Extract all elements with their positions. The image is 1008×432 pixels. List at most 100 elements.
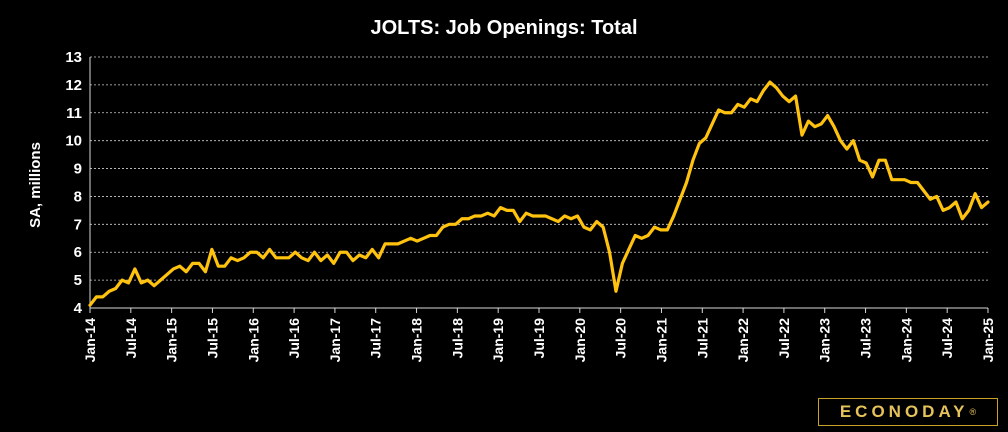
data-point bbox=[249, 251, 252, 254]
data-point bbox=[877, 158, 881, 162]
data-point bbox=[204, 270, 207, 273]
y-tick-label: 10 bbox=[65, 133, 82, 150]
data-point bbox=[229, 256, 233, 259]
data-point bbox=[281, 256, 284, 259]
x-tick-label: Jul-18 bbox=[449, 318, 465, 359]
data-point bbox=[364, 256, 368, 259]
data-point bbox=[659, 228, 663, 232]
data-point bbox=[448, 223, 451, 226]
data-point bbox=[839, 139, 842, 142]
data-point bbox=[146, 278, 149, 282]
data-point bbox=[165, 273, 169, 276]
x-tick-label: Jan-17 bbox=[327, 318, 343, 363]
data-point bbox=[807, 119, 810, 123]
data-point bbox=[704, 136, 707, 140]
data-point bbox=[916, 181, 919, 184]
x-tick-label: Jul-15 bbox=[204, 318, 220, 359]
data-point bbox=[871, 175, 874, 179]
x-tick-label: Jan-18 bbox=[409, 318, 425, 363]
data-point bbox=[120, 278, 124, 282]
data-point bbox=[403, 239, 406, 243]
data-point bbox=[197, 262, 201, 265]
data-point bbox=[743, 106, 746, 109]
data-point bbox=[762, 89, 765, 92]
data-point bbox=[826, 114, 829, 117]
data-point bbox=[961, 217, 964, 220]
data-point bbox=[492, 214, 496, 218]
data-point bbox=[621, 262, 624, 265]
data-point bbox=[172, 267, 175, 271]
data-point bbox=[159, 278, 162, 282]
x-tick-label: Jan-24 bbox=[898, 318, 914, 363]
x-tick-label: Jan-20 bbox=[572, 318, 588, 363]
y-tick-label: 13 bbox=[65, 49, 82, 66]
data-point bbox=[595, 220, 598, 223]
data-point bbox=[441, 225, 444, 229]
data-point bbox=[313, 251, 316, 254]
data-point bbox=[800, 133, 804, 137]
data-point bbox=[428, 234, 432, 237]
y-tick-label: 7 bbox=[74, 216, 82, 233]
data-point bbox=[396, 242, 400, 246]
data-point bbox=[217, 264, 220, 268]
data-point bbox=[486, 211, 489, 215]
x-tick-label: Jan-15 bbox=[164, 318, 180, 363]
data-point bbox=[864, 161, 868, 165]
data-point bbox=[95, 295, 98, 299]
data-point bbox=[88, 304, 92, 307]
y-tick-label: 5 bbox=[74, 272, 82, 289]
data-point bbox=[820, 122, 823, 126]
data-point bbox=[338, 251, 342, 254]
data-point bbox=[627, 248, 630, 251]
data-point bbox=[210, 248, 214, 251]
y-tick-label: 12 bbox=[65, 77, 82, 94]
data-point bbox=[986, 200, 990, 204]
data-point bbox=[178, 264, 181, 268]
data-point bbox=[980, 206, 983, 209]
y-tick-label: 11 bbox=[66, 105, 82, 122]
x-tick-label: Jan-21 bbox=[653, 318, 669, 363]
data-point bbox=[749, 97, 752, 101]
data-point bbox=[755, 100, 759, 103]
data-point bbox=[294, 251, 297, 254]
data-point bbox=[480, 214, 483, 218]
data-point bbox=[897, 178, 900, 181]
data-point bbox=[274, 256, 278, 259]
data-point bbox=[351, 259, 355, 262]
x-tick-label: Jul-22 bbox=[776, 318, 792, 359]
data-point bbox=[345, 251, 348, 254]
data-point bbox=[691, 158, 695, 162]
data-point bbox=[377, 256, 380, 259]
data-point bbox=[255, 251, 258, 254]
data-point bbox=[133, 267, 137, 271]
x-tick-label: Jan-25 bbox=[980, 318, 996, 363]
data-point bbox=[537, 214, 541, 218]
data-point bbox=[672, 214, 675, 218]
data-point bbox=[768, 80, 772, 84]
data-point bbox=[685, 181, 688, 184]
data-point bbox=[723, 111, 727, 114]
data-point bbox=[954, 200, 958, 204]
data-point bbox=[415, 239, 419, 243]
data-point bbox=[185, 270, 188, 273]
data-point bbox=[640, 237, 643, 240]
x-tick-label: Jan-23 bbox=[817, 318, 833, 363]
data-point bbox=[223, 264, 226, 268]
data-point bbox=[941, 209, 945, 212]
data-point bbox=[569, 217, 573, 220]
job-openings-line bbox=[88, 80, 990, 307]
data-point bbox=[730, 111, 733, 114]
data-point bbox=[236, 259, 239, 262]
data-point bbox=[601, 225, 605, 229]
x-tick-label: Jul-16 bbox=[286, 318, 302, 359]
x-tick-label: Jul-24 bbox=[939, 318, 955, 359]
data-point bbox=[409, 237, 412, 240]
data-point bbox=[191, 262, 194, 265]
x-tick-label: Jul-23 bbox=[858, 318, 874, 359]
data-point bbox=[710, 122, 714, 126]
data-point bbox=[268, 248, 271, 251]
data-point bbox=[454, 223, 457, 226]
data-point bbox=[903, 178, 906, 181]
data-point bbox=[973, 192, 977, 195]
data-point bbox=[114, 287, 117, 290]
